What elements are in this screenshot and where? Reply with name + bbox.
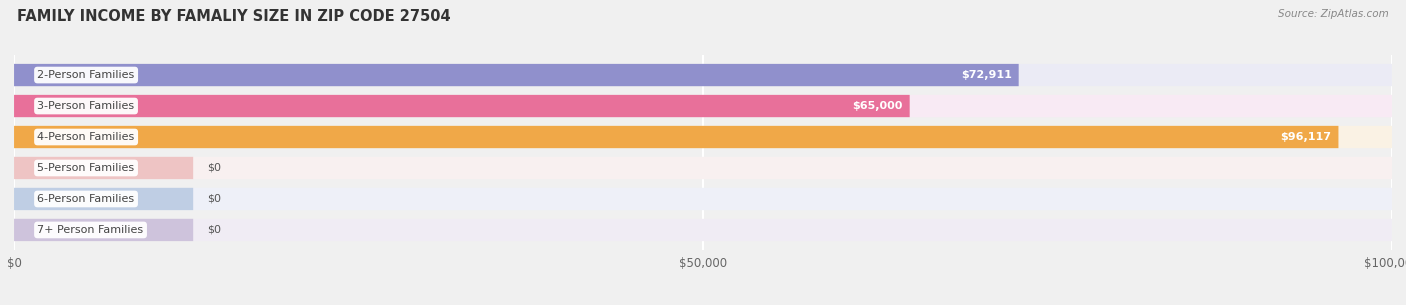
Text: $96,117: $96,117 [1281, 132, 1331, 142]
FancyBboxPatch shape [14, 157, 193, 179]
FancyBboxPatch shape [14, 126, 1339, 148]
FancyBboxPatch shape [14, 95, 1392, 117]
FancyBboxPatch shape [14, 64, 1019, 86]
FancyBboxPatch shape [14, 188, 193, 210]
FancyBboxPatch shape [14, 219, 1392, 241]
Text: FAMILY INCOME BY FAMALIY SIZE IN ZIP CODE 27504: FAMILY INCOME BY FAMALIY SIZE IN ZIP COD… [17, 9, 450, 24]
Text: $72,911: $72,911 [960, 70, 1012, 80]
Text: $65,000: $65,000 [852, 101, 903, 111]
Text: 3-Person Families: 3-Person Families [38, 101, 135, 111]
FancyBboxPatch shape [14, 219, 193, 241]
Text: 7+ Person Families: 7+ Person Families [38, 225, 143, 235]
FancyBboxPatch shape [14, 126, 1392, 148]
FancyBboxPatch shape [14, 188, 1392, 210]
FancyBboxPatch shape [14, 95, 910, 117]
Text: Source: ZipAtlas.com: Source: ZipAtlas.com [1278, 9, 1389, 19]
FancyBboxPatch shape [14, 64, 1392, 86]
Text: 5-Person Families: 5-Person Families [38, 163, 135, 173]
Text: $0: $0 [207, 163, 221, 173]
Text: $0: $0 [207, 225, 221, 235]
Text: 2-Person Families: 2-Person Families [38, 70, 135, 80]
FancyBboxPatch shape [14, 157, 1392, 179]
Text: 6-Person Families: 6-Person Families [38, 194, 135, 204]
Text: $0: $0 [207, 194, 221, 204]
Text: 4-Person Families: 4-Person Families [38, 132, 135, 142]
